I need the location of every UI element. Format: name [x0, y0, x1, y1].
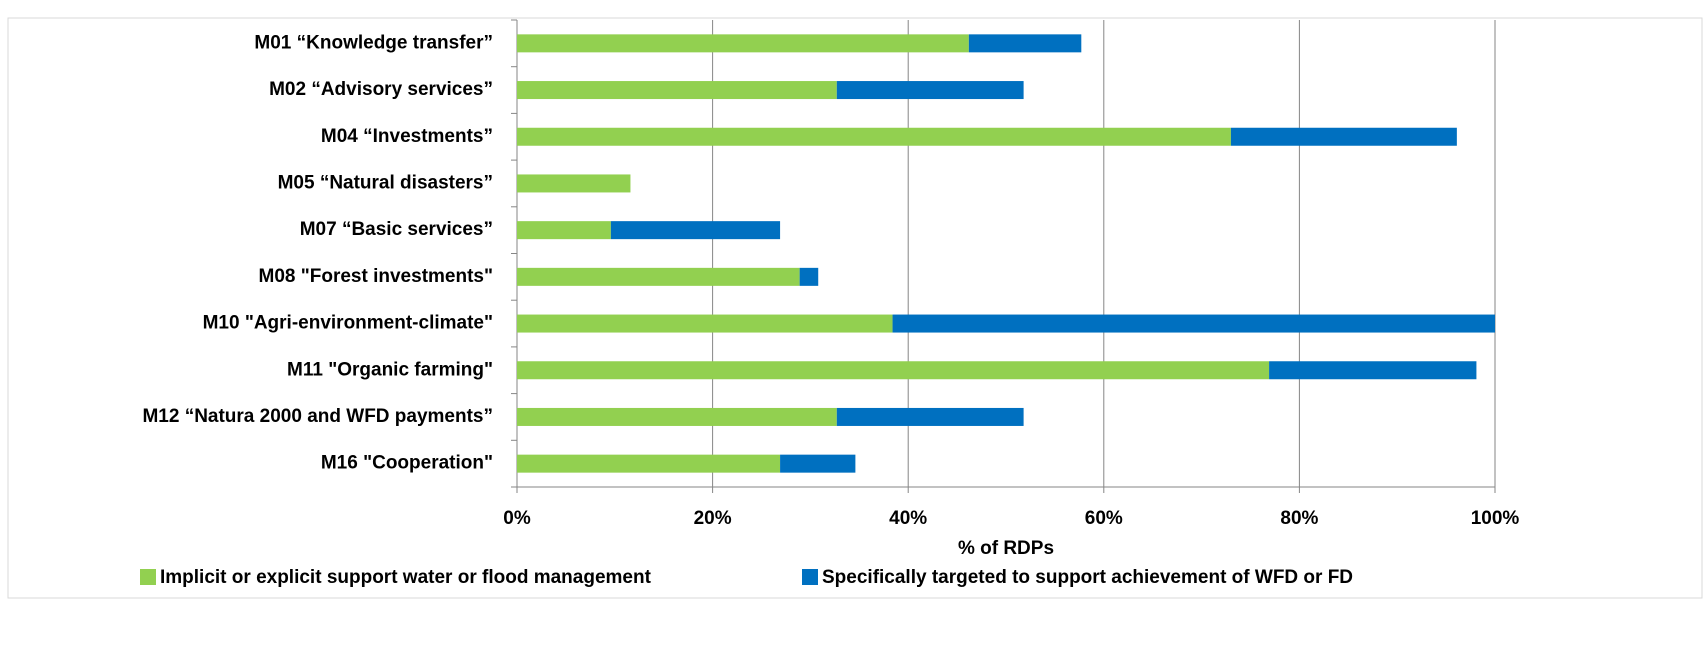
bar-segment: [1269, 361, 1477, 380]
y-tick-label: M04 “Investments”: [321, 126, 493, 147]
y-tick-label: M01 “Knowledge transfer”: [254, 32, 493, 53]
bar-segment: [517, 314, 893, 333]
x-tick-label: 40%: [889, 508, 927, 529]
bar-segment: [780, 454, 856, 473]
y-tick-label: M02 “Advisory services”: [269, 79, 493, 100]
x-tick-label: 100%: [1471, 508, 1520, 529]
y-tick-label: M12 “Natura 2000 and WFD payments”: [142, 406, 493, 427]
y-tick-label: M07 “Basic services”: [300, 219, 493, 240]
bar-segment: [517, 361, 1270, 380]
x-tick-label: 0%: [503, 508, 531, 529]
chart-frame: [7, 17, 1703, 599]
bar-segment: [517, 407, 837, 426]
bar-segment: [836, 407, 1024, 426]
legend-swatch: [140, 569, 156, 585]
bar-segment: [799, 267, 819, 286]
bar-segment: [517, 174, 631, 193]
bar-segment: [892, 314, 1495, 333]
x-tick-label: 80%: [1280, 508, 1318, 529]
y-tick-label: M08 "Forest investments": [259, 266, 493, 287]
x-tick-label: 20%: [694, 508, 732, 529]
bar-segment: [517, 221, 611, 240]
bar-segment: [517, 34, 969, 53]
bar-segment: [968, 34, 1082, 53]
bar-segment: [517, 81, 837, 100]
legend-swatch: [802, 569, 818, 585]
bar-segment: [610, 221, 781, 240]
bar-segment: [836, 81, 1024, 100]
bar-segment: [517, 127, 1231, 146]
legend-label: Specifically targeted to support achieve…: [822, 567, 1353, 588]
y-tick-label: M16 "Cooperation": [321, 453, 493, 474]
y-tick-label: M05 “Natural disasters”: [278, 172, 493, 193]
x-axis-title: % of RDPs: [958, 538, 1054, 559]
bar-segment: [1230, 127, 1457, 146]
x-tick-label: 60%: [1085, 508, 1123, 529]
y-tick-label: M10 "Agri-environment-climate": [203, 313, 493, 334]
bar-segment: [517, 267, 800, 286]
bar-segment: [517, 454, 781, 473]
y-tick-label: M11 "Organic farming": [287, 359, 493, 380]
legend-label: Implicit or explicit support water or fl…: [160, 567, 652, 588]
